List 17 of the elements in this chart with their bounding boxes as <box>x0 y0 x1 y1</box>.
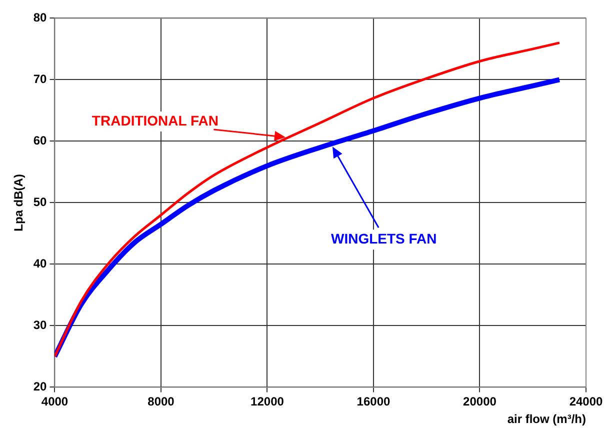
y-tick-label: 80 <box>33 10 48 25</box>
y-tick-label: 60 <box>33 134 48 148</box>
y-tick-label: 40 <box>33 256 48 271</box>
y-tick-label: 30 <box>33 318 48 332</box>
x-tick-label: 12000 <box>250 394 284 409</box>
x-tick-label: 8000 <box>148 394 175 409</box>
x-tick-label: 16000 <box>356 394 391 409</box>
x-tick-label: 20000 <box>463 394 497 409</box>
y-tick-label: 20 <box>33 380 48 394</box>
y-tick-label: 70 <box>33 72 48 86</box>
y-tick-label: 50 <box>33 195 48 210</box>
text: TRADITIONAL FAN <box>92 112 218 128</box>
text: WINGLETS FAN <box>331 230 437 246</box>
x-tick-label: 4000 <box>41 394 68 409</box>
y-axis-title: Lpa dB(A) <box>12 174 26 232</box>
x-axis-title: air flow (m³/h) <box>507 412 586 426</box>
x-tick-label: 24000 <box>569 394 604 409</box>
